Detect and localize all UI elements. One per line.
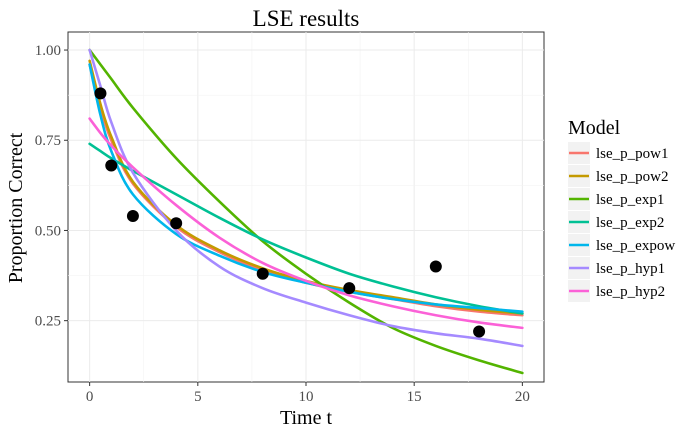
y-tick-label: 0.75: [35, 133, 61, 149]
series-line-lse_p_exp2: [88, 142, 524, 315]
observed-point: [429, 260, 442, 273]
x-tick-label: 0: [86, 389, 94, 405]
legend: Model lse_p_pow1lse_p_pow2lse_p_exp1lse_…: [568, 117, 675, 302]
legend-items: lse_p_pow1 lse_p_pow2 lse_p_exp1 lse_p_exp2…: [568, 142, 675, 302]
y-tick-label: 0.50: [35, 223, 61, 239]
observed-point: [343, 282, 356, 295]
chart-title: LSE results: [253, 6, 360, 31]
observed-point: [256, 267, 269, 280]
legend-label: lse_p_exp1: [596, 192, 664, 208]
y-tick-label: 0.25: [35, 314, 61, 330]
y-tick-label: 1.00: [35, 43, 61, 59]
axes: 0 5 10 15 20 0.25 0.50 0.75 1.00: [35, 43, 530, 405]
legend-label: lse_p_pow1: [596, 146, 669, 162]
series-line-lse_p_hyp1: [88, 48, 524, 348]
observed-point: [94, 87, 107, 100]
observed-points: [94, 87, 486, 338]
legend-label: lse_p_pow2: [596, 169, 669, 185]
observed-point: [105, 159, 118, 172]
x-tick-label: 15: [407, 389, 422, 405]
legend-label: lse_p_hyp1: [596, 261, 665, 277]
legend-label: lse_p_exp2: [596, 215, 664, 231]
observed-point: [126, 210, 139, 223]
x-tick-label: 20: [515, 389, 530, 405]
x-tick-label: 5: [194, 389, 202, 405]
legend-label: lse_p_hyp2: [596, 284, 665, 300]
x-axis-title: Time t: [280, 407, 333, 429]
observed-point: [473, 325, 486, 338]
grid: [68, 32, 544, 382]
series-line-lse_p_hyp2: [88, 117, 524, 330]
observed-point: [170, 217, 183, 230]
series-line-lse_p_exp1: [88, 48, 524, 375]
x-tick-label: 10: [299, 389, 314, 405]
legend-label: lse_p_expow: [596, 238, 675, 254]
y-axis-title: Proportion Correct: [5, 132, 27, 283]
legend-title: Model: [568, 117, 621, 139]
